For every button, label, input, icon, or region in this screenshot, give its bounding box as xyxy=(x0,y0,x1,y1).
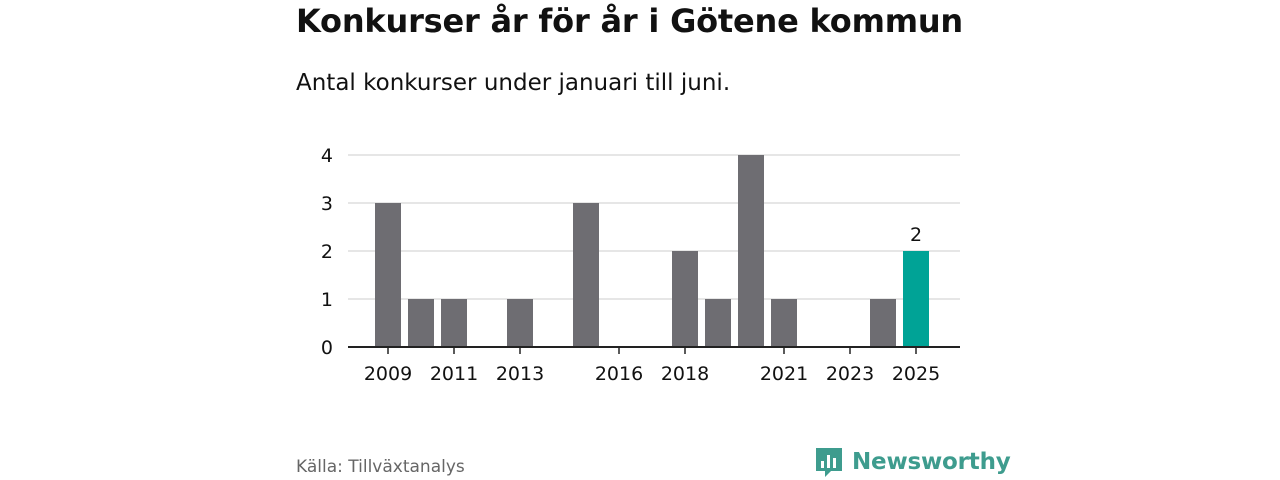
y-tick-label: 0 xyxy=(321,337,333,359)
bar-highlight xyxy=(903,251,929,347)
bar xyxy=(672,251,698,347)
bar xyxy=(705,299,731,347)
bar-chart: 0 1 2 3 4 2009 2011 2013 2016 2018 2021 2023 2025 2 xyxy=(321,145,960,385)
source-note: Källa: Tillväxtanalys xyxy=(296,457,465,477)
x-tick-label: 2013 xyxy=(496,363,544,385)
chart-subtitle: Antal konkurser under januari till juni. xyxy=(296,70,731,96)
bar xyxy=(771,299,797,347)
y-tick-label: 4 xyxy=(321,145,333,167)
x-tick-label: 2025 xyxy=(892,363,940,385)
x-tick-label: 2011 xyxy=(430,363,478,385)
x-tick-label: 2009 xyxy=(364,363,412,385)
bar xyxy=(375,203,401,347)
y-tick-label: 3 xyxy=(321,193,333,215)
x-tick-label: 2023 xyxy=(826,363,874,385)
bar xyxy=(441,299,467,347)
newsworthy-logo-icon xyxy=(816,448,842,477)
brand-logo[interactable]: Newsworthy xyxy=(814,446,1011,478)
bar xyxy=(870,299,896,347)
bar xyxy=(573,203,599,347)
x-tick-label: 2018 xyxy=(661,363,709,385)
chart-title: Konkurser år för år i Götene kommun xyxy=(296,2,964,40)
y-tick-label: 2 xyxy=(321,241,333,263)
x-tick-label: 2021 xyxy=(760,363,808,385)
bar xyxy=(507,299,533,347)
data-label: 2 xyxy=(910,224,922,246)
x-tick-label: 2016 xyxy=(595,363,643,385)
bar xyxy=(408,299,434,347)
bar xyxy=(738,155,764,347)
brand-name: Newsworthy xyxy=(852,449,1011,475)
y-tick-label: 1 xyxy=(321,289,333,311)
